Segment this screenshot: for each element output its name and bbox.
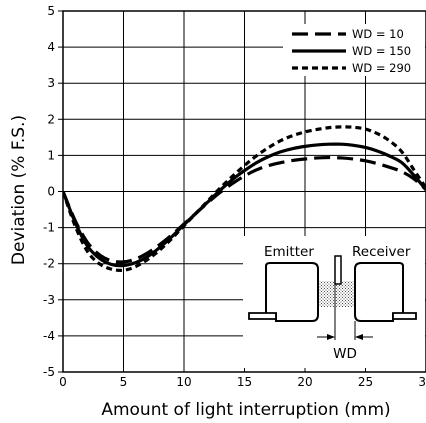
x-tick-label: 15 [237, 375, 252, 389]
x-tick-label: 5 [120, 375, 128, 389]
emitter-label: Emitter [264, 244, 314, 260]
x-tick-label: 30 [418, 375, 426, 389]
x-tick-label: 0 [59, 375, 67, 389]
y-tick-label: -2 [43, 257, 55, 271]
y-axis-label: Deviation (% F.S.) [9, 115, 29, 265]
y-tick-label: 3 [47, 76, 55, 90]
y-tick-label: 1 [47, 148, 55, 162]
x-tick-label: 25 [358, 375, 373, 389]
y-tick-label: 0 [47, 185, 55, 199]
legend: WD = 10 WD = 150 WD = 290 [283, 24, 425, 76]
y-tick-label: -3 [43, 293, 55, 307]
sensor-schematic: Emitter Receiver WD [243, 236, 425, 368]
y-tick-label: -5 [43, 365, 55, 379]
x-axis-label: Amount of light interruption (mm) [101, 400, 390, 420]
y-tick-label: 5 [47, 4, 55, 18]
y-tick-label: -1 [43, 221, 55, 235]
x-tick-label: 20 [297, 375, 312, 389]
y-tick-label: 2 [47, 112, 55, 126]
receiver-label: Receiver [352, 244, 411, 260]
legend-label-2: WD = 150 [352, 44, 411, 58]
series-lines [63, 125, 426, 272]
legend-label-1: WD = 10 [352, 27, 404, 41]
wd-arrowhead-left [327, 334, 335, 340]
wd-arrowhead-right [355, 334, 363, 340]
series-line-2 [63, 142, 426, 268]
interrupting-plate [334, 255, 342, 285]
wd-label: WD [333, 346, 357, 362]
series-line-3 [63, 125, 426, 272]
receiver-flange [392, 312, 417, 320]
legend-label-3: WD = 290 [352, 61, 411, 75]
ticks: 0 5 10 15 20 25 30 -5 -4 -3 -2 -1 0 1 2 3 4 5 [43, 4, 426, 389]
light-beam [318, 281, 355, 307]
series-line-1 [63, 155, 426, 264]
y-tick-label: -4 [43, 329, 55, 343]
emitter-flange [248, 312, 277, 320]
plot-frame [62, 10, 426, 373]
receiver-housing [354, 262, 404, 322]
y-tick-label: 4 [47, 40, 55, 54]
emitter-housing [265, 262, 319, 322]
x-tick-label: 10 [176, 375, 191, 389]
